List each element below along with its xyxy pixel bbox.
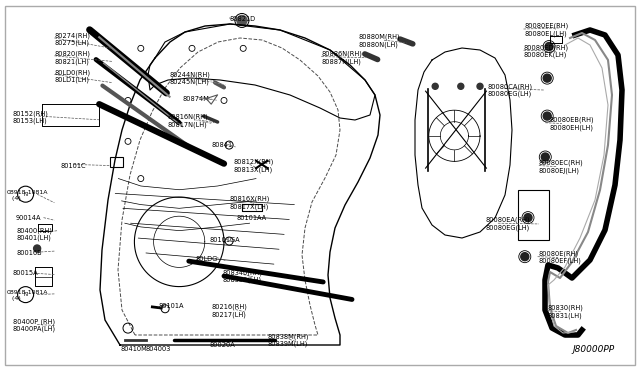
Circle shape — [543, 74, 551, 82]
Text: 804003: 804003 — [146, 346, 172, 352]
Text: 80400P (RH)
80400PA(LH): 80400P (RH) 80400PA(LH) — [13, 318, 56, 333]
Text: 80020A: 80020A — [210, 342, 236, 348]
Text: 80830(RH)
80831(LH): 80830(RH) 80831(LH) — [547, 305, 583, 319]
Text: 80080CA(RH)
80080EG(LH): 80080CA(RH) 80080EG(LH) — [488, 83, 533, 97]
Text: 80080EB(RH)
80080EH(LH): 80080EB(RH) 80080EH(LH) — [549, 116, 594, 131]
Text: 80886N(RH)
80887N(LH): 80886N(RH) 80887N(LH) — [321, 51, 362, 65]
Text: 80LD0(RH)
80LD1(LH): 80LD0(RH) 80LD1(LH) — [54, 69, 90, 83]
Text: 80080EE(RH)
80080EL(LH): 80080EE(RH) 80080EL(LH) — [525, 23, 569, 37]
Circle shape — [521, 253, 529, 261]
Text: 80838M(RH)
80839M(LH): 80838M(RH) 80839M(LH) — [268, 333, 309, 347]
Circle shape — [541, 153, 549, 161]
Circle shape — [432, 83, 438, 89]
Text: 80080ED(RH)
80080EK(LH): 80080ED(RH) 80080EK(LH) — [524, 44, 569, 58]
Circle shape — [458, 83, 464, 89]
Text: 80874M: 80874M — [182, 96, 209, 102]
Circle shape — [237, 16, 247, 25]
Text: 08918-1081A
   (4): 08918-1081A (4) — [6, 190, 48, 201]
Circle shape — [477, 83, 483, 89]
Text: 80816X(RH)
80817X(LH): 80816X(RH) 80817X(LH) — [229, 196, 269, 210]
Text: 80821D: 80821D — [229, 16, 255, 22]
Text: 80400(RH)
80401(LH): 80400(RH) 80401(LH) — [16, 227, 52, 241]
Text: 80216(RH)
80217(LH): 80216(RH) 80217(LH) — [211, 304, 247, 318]
Circle shape — [524, 214, 532, 222]
Text: 80152(RH)
80153(LH): 80152(RH) 80153(LH) — [13, 110, 49, 124]
Text: 80244N(RH)
80245N(LH): 80244N(RH) 80245N(LH) — [170, 71, 211, 85]
Text: 80880M(RH)
80880N(LH): 80880M(RH) 80880N(LH) — [358, 34, 400, 48]
Text: 08918-1081A
   (4): 08918-1081A (4) — [6, 290, 48, 301]
Text: 80820(RH)
80821(LH): 80820(RH) 80821(LH) — [54, 51, 90, 65]
Text: 80816N(RH)
80817N(LH): 80816N(RH) 80817N(LH) — [168, 114, 209, 128]
Text: 80812X(RH)
80813X(LH): 80812X(RH) 80813X(LH) — [234, 158, 274, 173]
Circle shape — [543, 112, 551, 120]
Circle shape — [34, 245, 40, 252]
Text: N: N — [24, 192, 28, 197]
Text: 80016B: 80016B — [16, 250, 42, 256]
Text: 80274(RH)
80275(LH): 80274(RH) 80275(LH) — [54, 32, 90, 46]
Text: 80080EC(RH)
80080EJ(LH): 80080EC(RH) 80080EJ(LH) — [539, 160, 584, 174]
Text: 80101GA: 80101GA — [210, 237, 241, 243]
Text: 80410M: 80410M — [120, 346, 147, 352]
Text: 80101C: 80101C — [61, 163, 86, 169]
Text: 80841: 80841 — [211, 142, 232, 148]
Text: N: N — [24, 292, 28, 297]
Text: 80101A: 80101A — [159, 303, 184, 309]
Text: 80015A: 80015A — [13, 270, 38, 276]
Circle shape — [545, 42, 553, 51]
Text: 808340(RH)
808350(LH): 808340(RH) 808350(LH) — [223, 269, 263, 283]
Text: 80080EA(RH)
80080EG(LH): 80080EA(RH) 80080EG(LH) — [485, 217, 530, 231]
Text: J80000PP: J80000PP — [572, 345, 614, 354]
Text: 80101AA: 80101AA — [237, 215, 267, 221]
Text: 90014A: 90014A — [16, 215, 42, 221]
Text: 80080E(RH)
80080EF(LH): 80080E(RH) 80080EF(LH) — [539, 250, 582, 264]
Text: 80LDG: 80LDG — [195, 256, 218, 262]
